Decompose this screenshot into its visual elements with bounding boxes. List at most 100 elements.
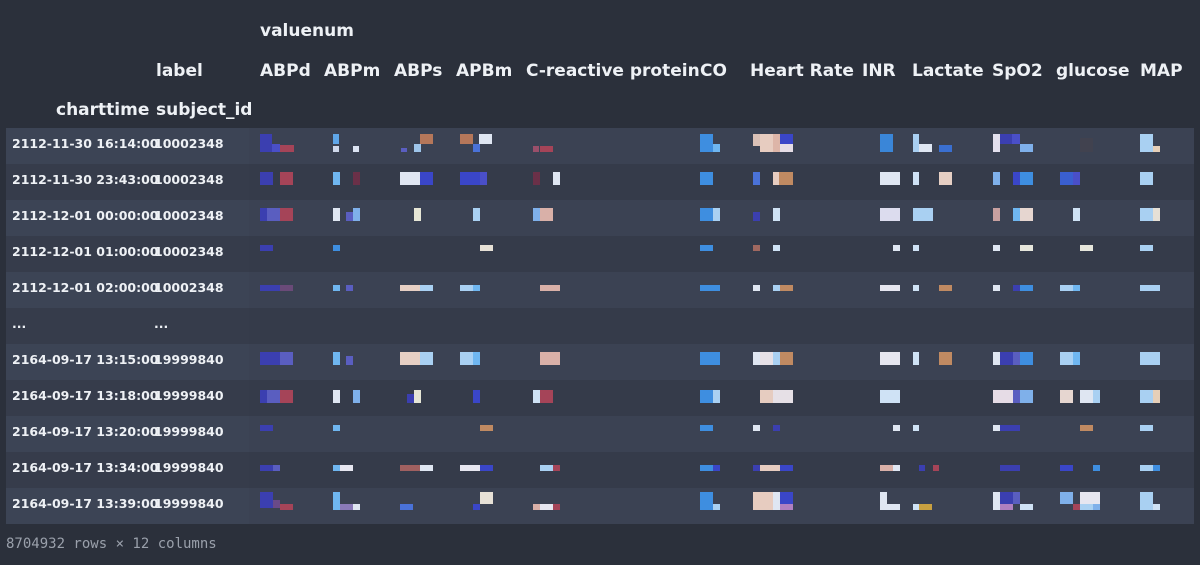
redacted-block (340, 465, 353, 471)
redacted-block (919, 465, 925, 471)
redacted-block (1080, 504, 1093, 510)
redacted-block (540, 208, 553, 221)
redacted-block (913, 352, 919, 365)
redacted-block (780, 492, 793, 504)
redacted-block (939, 285, 952, 291)
table-row[interactable]: 2112-12-01 01:00:00 10002348 (6, 236, 1194, 272)
ellipsis-row: ... ... (6, 308, 1194, 344)
redacted-block (700, 208, 713, 221)
column-header-map: MAP (1140, 61, 1183, 81)
redacted-block (400, 352, 420, 365)
column-header-inr: INR (862, 61, 896, 81)
redacted-block (540, 146, 553, 152)
redacted-block (993, 208, 1000, 221)
redacted-block (460, 172, 480, 185)
redacted-block (1140, 172, 1153, 185)
column-header-abpd: ABPd (260, 61, 311, 81)
redacted-block (1013, 172, 1020, 185)
redacted-block (1080, 138, 1093, 152)
redacted-block (473, 390, 480, 403)
redacted-block (473, 144, 480, 152)
redacted-block (1013, 285, 1020, 291)
redacted-block (1000, 504, 1013, 510)
redacted-block (1140, 425, 1153, 431)
column-header-apbm: APBm (456, 61, 513, 81)
redacted-block (353, 208, 360, 221)
redacted-block (1073, 208, 1080, 221)
redacted-block (1020, 390, 1033, 403)
redacted-block (1060, 285, 1073, 291)
charttime-cell: 2164-09-17 13:15:00 (12, 352, 159, 367)
redacted-block (913, 504, 919, 510)
redacted-block (1013, 390, 1020, 403)
redacted-block (893, 245, 900, 251)
redacted-block (753, 172, 760, 185)
redacted-block (753, 352, 760, 365)
redacted-block (779, 172, 793, 185)
redacted-block (533, 504, 540, 510)
redacted-block (700, 425, 713, 431)
redacted-block (939, 172, 952, 185)
redacted-block (893, 425, 900, 431)
column-header-glucose: glucose (1056, 61, 1130, 81)
redacted-block (280, 352, 293, 365)
column-header-co: CO (700, 61, 727, 81)
subject-id-cell: 19999840 (154, 496, 224, 511)
redacted-block (1000, 465, 1020, 471)
redacted-block (353, 390, 360, 403)
redacted-block (713, 390, 720, 403)
redacted-block (533, 208, 540, 221)
redacted-block (353, 504, 360, 510)
redacted-block (1073, 285, 1080, 291)
redacted-block (933, 465, 939, 471)
redacted-block (460, 465, 480, 471)
redacted-block (333, 285, 340, 291)
column-header-c-reactive-protein: C-reactive protein (526, 61, 700, 81)
redacted-block (280, 208, 293, 221)
redacted-block (540, 285, 560, 291)
redacted-block (713, 465, 720, 471)
redacted-block (700, 492, 713, 510)
redacted-block (346, 212, 353, 221)
redacted-block (1093, 465, 1100, 471)
redacted-block (1020, 144, 1033, 152)
redacted-block (460, 134, 473, 144)
redacted-block (780, 465, 793, 471)
redacted-block (353, 172, 360, 185)
redacted-block (260, 492, 273, 508)
redacted-block (773, 134, 780, 152)
redacted-block (993, 285, 1000, 291)
redacted-block (1000, 492, 1013, 504)
redacted-block (1073, 172, 1080, 185)
redacted-block (753, 245, 760, 251)
redacted-block (780, 134, 793, 144)
redacted-block (420, 172, 433, 185)
redacted-block (760, 492, 773, 510)
redacted-block (400, 172, 420, 185)
redacted-block (414, 144, 421, 152)
redacted-block (340, 504, 353, 510)
redacted-block (1020, 352, 1033, 365)
redacted-block (753, 492, 760, 510)
table-row[interactable]: 2164-09-17 13:39:00 19999840 (6, 488, 1194, 524)
redacted-block (880, 134, 893, 152)
redacted-block (913, 208, 933, 221)
redacted-block (1080, 390, 1093, 403)
redacted-block (1140, 492, 1153, 510)
redacted-block (280, 145, 294, 152)
redacted-block (346, 356, 353, 365)
redacted-block (1013, 492, 1020, 504)
redacted-block (939, 352, 952, 365)
redacted-block (773, 245, 780, 251)
redacted-block (880, 465, 893, 471)
redacted-block (420, 352, 433, 365)
redacted-block (407, 394, 414, 403)
redacted-block (260, 352, 280, 365)
redacted-block (939, 145, 952, 152)
table-row[interactable]: 2164-09-17 13:20:00 19999840 (6, 416, 1194, 452)
table-row[interactable]: 2164-09-17 13:15:00 19999840 (6, 344, 1194, 380)
table-row[interactable]: 2164-09-17 13:34:00 19999840 (6, 452, 1194, 488)
redacted-block (713, 208, 720, 221)
redacted-block (267, 390, 280, 403)
charttime-cell: ... (12, 316, 27, 331)
